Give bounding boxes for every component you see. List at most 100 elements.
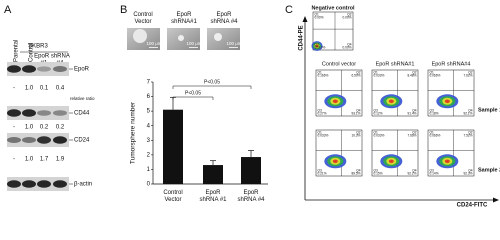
band: [7, 137, 21, 143]
ratio-value: 0.1: [40, 86, 49, 92]
band: [53, 66, 67, 72]
quadrant-name: Q4: [347, 42, 351, 46]
quadrant-percent: 7.62%: [463, 74, 472, 78]
quadrant-name: Q3: [318, 108, 322, 112]
quadrant-name: Q1: [374, 70, 378, 74]
band: [37, 66, 51, 72]
quadrant-name: Q3: [430, 168, 434, 172]
quadrant-percent: 0.12%: [374, 112, 383, 116]
sphere: [133, 29, 147, 43]
band: [53, 110, 67, 116]
quadrant-name: Q2: [468, 130, 472, 134]
band: [53, 180, 67, 188]
significance-label: P<0.05: [185, 90, 201, 96]
quadrant-name: Q2: [356, 130, 360, 134]
ratio-value: 1.0: [25, 157, 34, 163]
row-label: Sample 2: [478, 167, 500, 173]
quadrant-percent: 0.14%: [430, 172, 439, 176]
quadrant-percent: 0.033%: [374, 134, 385, 138]
bar: [241, 157, 261, 184]
lane-label: Control: [29, 43, 35, 62]
image-header: Control Vector: [133, 12, 152, 25]
quadrant-percent: 100.0%: [315, 46, 326, 50]
x-tick-label: Control Vector: [163, 190, 182, 203]
scale-bar-label: 100 μm: [146, 41, 161, 46]
protein-label: CD44: [74, 111, 90, 117]
flow-plot: [315, 129, 363, 177]
density-cloud: [388, 99, 394, 104]
quadrant-name: Q3: [374, 168, 378, 172]
image-header: EpoR shRNA #4: [210, 12, 238, 25]
band: [7, 109, 21, 117]
ratio-value: 0.4: [56, 86, 65, 92]
quadrant-name: Q2: [412, 70, 416, 74]
quadrant-percent: 0.27%: [318, 112, 327, 116]
y-tick-label: 6: [147, 94, 151, 100]
density-cloud: [444, 99, 450, 104]
axis-arrow: [304, 20, 495, 201]
cell-line: SKBR3: [28, 44, 48, 50]
scale-bar-label: 100 μm: [226, 41, 241, 46]
arrow-head: [493, 197, 499, 203]
density-cloud: [444, 159, 450, 164]
quadrant-percent: 0.066%: [430, 74, 441, 78]
quadrant-percent: 92.1%: [463, 112, 472, 116]
band: [53, 136, 67, 144]
sphere: [178, 35, 184, 41]
quadrant-name: Q1: [374, 130, 378, 134]
protein-label: CD24: [74, 138, 90, 144]
quadrant-percent: 0.066%: [430, 134, 441, 138]
band: [37, 110, 51, 116]
y-tick-label: 5: [147, 109, 151, 115]
density-cloud: [332, 99, 338, 104]
protein-label: EpoR: [74, 67, 90, 73]
quadrant-percent: 7.66%: [407, 134, 416, 138]
significance-bracket: [172, 96, 214, 100]
x-axis-label: CD24-FITC: [457, 203, 488, 209]
flow-plot: [315, 69, 363, 117]
density-cloud: [315, 44, 319, 48]
quadrant-name: Q2: [356, 70, 360, 74]
significance-bracket: [172, 85, 252, 89]
quadrant-percent: 92.2%: [407, 172, 416, 176]
quadrant-percent: 89.5%: [351, 172, 360, 176]
sphere-image: [207, 28, 240, 50]
y-tick-label: 3: [147, 138, 151, 144]
quadrant-percent: 10.3%: [351, 134, 360, 138]
quadrant-name: Q2: [412, 130, 416, 134]
sphere: [214, 33, 222, 41]
quadrant-percent: 0.00%: [315, 16, 324, 20]
x-tick-label: EpoR shRNA #4: [237, 190, 265, 203]
quadrant-percent: 0.21%: [318, 172, 327, 176]
blot: [7, 106, 69, 120]
quadrant-name: Q3: [318, 168, 322, 172]
quadrant-name: Q4: [468, 168, 472, 172]
band: [7, 180, 21, 188]
arrow-head: [302, 16, 308, 22]
ratio-value: 0.2: [56, 125, 65, 131]
quadrant-name: Q4: [412, 108, 416, 112]
band: [7, 65, 21, 73]
quadrant-name: Q4: [356, 108, 360, 112]
y-tick-label: 0: [147, 182, 151, 188]
panel-letter: B: [120, 4, 127, 16]
quadrant-name: Q1: [318, 70, 322, 74]
quadrant-percent: 0.15%: [374, 172, 383, 176]
significance-label: P<0.05: [204, 79, 220, 85]
y-tick-label: 7: [147, 80, 151, 86]
panel-letter: A: [4, 4, 12, 16]
band: [22, 65, 36, 73]
band: [22, 180, 36, 188]
quadrant-percent: 0.033%: [374, 74, 385, 78]
quadrant-name: Q1: [315, 12, 319, 16]
quadrant-percent: 92.3%: [463, 172, 472, 176]
quadrant-percent: 0.00%: [342, 46, 351, 50]
protein-label: β-actin: [74, 182, 92, 188]
quadrant-name: Q1: [430, 70, 434, 74]
quadrant-percent: 0.18%: [430, 112, 439, 116]
image-header: EpoR shRNA#1: [171, 12, 197, 25]
ratio-value: -: [13, 86, 15, 92]
quadrant-name: Q2: [347, 12, 351, 16]
ratio-value: -: [13, 125, 15, 131]
quadrant-percent: 0.00%: [342, 16, 351, 20]
